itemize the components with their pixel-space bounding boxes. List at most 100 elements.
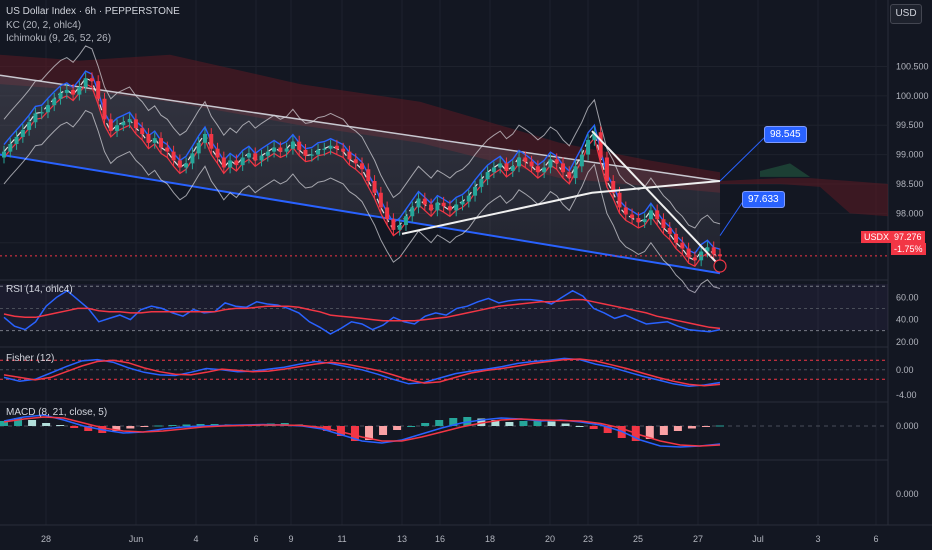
candle-body: [234, 160, 239, 166]
candle-body: [410, 207, 415, 217]
macd-histogram-bar: [0, 421, 8, 426]
candle-body: [655, 210, 660, 220]
macd-histogram-bar: [56, 425, 65, 426]
candle-body: [498, 163, 503, 168]
candle-body: [215, 148, 220, 158]
macd-histogram-bar: [196, 424, 205, 426]
candle-body: [586, 139, 591, 155]
macd-histogram-bar: [421, 423, 430, 426]
candle-body: [711, 247, 716, 255]
candle-body: [391, 219, 396, 230]
candle-body: [316, 149, 321, 155]
price-tick-label: 99.000: [896, 150, 924, 160]
candle-body: [674, 233, 679, 243]
macd-histogram-bar: [407, 426, 416, 427]
time-tick-label: 6: [253, 534, 258, 544]
candle-body: [272, 147, 277, 152]
candle-body: [83, 78, 88, 87]
candle-body: [58, 92, 63, 99]
time-tick-label: 3: [815, 534, 820, 544]
candle-body: [259, 155, 264, 161]
rsi-pane-label[interactable]: RSI (14, ohlc4): [6, 284, 73, 295]
candle-body: [542, 167, 547, 173]
candle-body: [221, 157, 226, 168]
price-callout-lower[interactable]: 97.633: [742, 191, 785, 208]
channel-lower-trendline: [0, 153, 721, 275]
candle-body: [184, 163, 189, 168]
macd-histogram-bar: [547, 421, 556, 426]
macd-histogram-bar: [379, 426, 388, 435]
pane-tick-label: -4.00: [896, 390, 917, 400]
macd-histogram-bar: [168, 425, 177, 426]
candle-body: [617, 192, 622, 208]
candle-body: [45, 105, 50, 113]
price-tick-label: 100.000: [896, 91, 929, 101]
macd-histogram-bar: [112, 426, 121, 431]
kc-indicator-label[interactable]: KC (20, 2, ohlc4): [6, 20, 82, 31]
macd-pane-label[interactable]: MACD (8, 21, close, 5): [6, 407, 108, 418]
macd-histogram-bar: [561, 423, 570, 426]
candle-body: [592, 132, 597, 140]
candle-body: [108, 119, 113, 132]
candle-body: [491, 167, 496, 173]
time-tick-label: 28: [41, 534, 51, 544]
macd-histogram-bar: [589, 426, 598, 429]
time-tick-label: 27: [693, 534, 703, 544]
candle-body: [284, 148, 289, 152]
pane-tick-label: 40.00: [896, 315, 919, 325]
currency-button[interactable]: USD: [890, 4, 922, 24]
trendline-falling: [591, 130, 721, 267]
candle-body: [171, 151, 176, 161]
macd-series-line: [3, 416, 721, 447]
macd-histogram-bar: [182, 424, 191, 426]
price-tick-label: 99.500: [896, 120, 924, 130]
candle-body: [429, 204, 434, 211]
ichimoku-indicator-label[interactable]: Ichimoku (9, 26, 52, 26): [6, 33, 112, 44]
candle-body: [328, 145, 333, 149]
candle-body: [177, 160, 182, 168]
time-tick-label: Jun: [129, 534, 144, 544]
macd-histogram-bar: [716, 425, 724, 427]
candle-body: [504, 163, 509, 172]
macd-histogram-bar: [84, 426, 93, 431]
candle-body: [460, 201, 465, 205]
price-tick-label: 100.500: [896, 61, 929, 71]
candle-body: [290, 141, 295, 149]
candle-body: [667, 228, 672, 234]
lightning-icon: [713, 259, 727, 273]
candle-body: [2, 151, 6, 158]
price-callout-upper[interactable]: 98.545: [764, 126, 807, 143]
candle-body: [630, 214, 635, 219]
macd-histogram-bar: [645, 426, 654, 439]
time-tick-label: Jul: [752, 534, 764, 544]
candle-body: [133, 119, 138, 129]
candle-body: [366, 169, 371, 181]
time-tick-label: 11: [337, 534, 346, 544]
macd-histogram-bar: [393, 426, 402, 430]
candle-body: [454, 204, 459, 211]
candle-body: [64, 89, 69, 93]
macd-histogram-bar: [126, 426, 135, 429]
candle-body: [52, 98, 57, 106]
candle-body: [96, 81, 101, 99]
macd-histogram-bar: [435, 420, 444, 426]
candle-body: [253, 153, 258, 161]
indicator-series-line: [3, 298, 721, 330]
symbol-badge: USDX: [861, 231, 893, 243]
price-tick-label: 98.500: [896, 179, 924, 189]
pane-tick-label: 0.00: [896, 365, 914, 375]
candle-body: [146, 134, 151, 143]
macd-histogram-bar: [140, 426, 149, 427]
candle-body: [648, 210, 653, 220]
pane-tick-label: 20.00: [896, 337, 919, 347]
candle-body: [441, 202, 446, 207]
fisher-pane-label[interactable]: Fisher (12): [6, 353, 55, 364]
candle-body: [209, 134, 214, 149]
macd-histogram-bar: [42, 423, 51, 426]
candle-body: [115, 125, 120, 132]
candle-body: [466, 195, 471, 202]
candle-body: [422, 198, 427, 205]
candle-body: [127, 119, 132, 123]
candle-body: [447, 206, 452, 211]
